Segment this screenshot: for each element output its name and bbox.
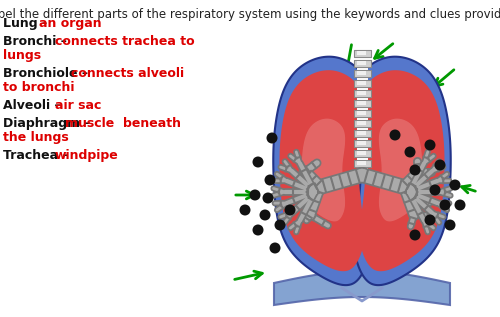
Circle shape — [430, 184, 440, 196]
Circle shape — [260, 210, 270, 221]
Bar — [357, 50, 368, 175]
Bar — [354, 70, 371, 77]
Text: Label the different parts of the respiratory system using the keywords and clues: Label the different parts of the respira… — [0, 8, 500, 21]
Text: Trachea -: Trachea - — [3, 149, 72, 162]
Circle shape — [250, 190, 260, 200]
Bar — [354, 80, 371, 87]
Circle shape — [410, 165, 420, 176]
Polygon shape — [280, 70, 364, 271]
Bar — [357, 71, 366, 75]
Bar — [354, 60, 371, 67]
Text: connects alveoli: connects alveoli — [70, 67, 184, 80]
Circle shape — [252, 224, 264, 236]
Circle shape — [262, 192, 274, 204]
Circle shape — [390, 130, 400, 140]
Circle shape — [444, 219, 456, 230]
Text: the lungs: the lungs — [3, 131, 69, 144]
Bar — [357, 121, 366, 125]
Circle shape — [454, 199, 466, 210]
Text: windpipe: windpipe — [55, 149, 119, 162]
Text: an organ: an organ — [40, 17, 102, 30]
Text: muscle  beneath: muscle beneath — [66, 117, 182, 130]
Bar — [354, 160, 371, 167]
Circle shape — [240, 204, 250, 216]
Bar — [354, 130, 371, 137]
Polygon shape — [379, 119, 422, 222]
Circle shape — [274, 219, 285, 230]
Bar — [354, 110, 371, 117]
Bar — [357, 51, 366, 55]
Text: to bronchi: to bronchi — [3, 81, 74, 94]
Text: Diaphragm –: Diaphragm – — [3, 117, 95, 130]
Circle shape — [270, 243, 280, 254]
Bar — [357, 91, 366, 95]
Bar — [357, 111, 366, 115]
Polygon shape — [274, 271, 450, 305]
Circle shape — [284, 204, 296, 216]
Circle shape — [450, 179, 460, 191]
Circle shape — [264, 174, 276, 185]
Text: Alveoli –: Alveoli – — [3, 99, 65, 112]
Bar — [357, 131, 366, 135]
Circle shape — [410, 230, 420, 241]
Circle shape — [252, 157, 264, 167]
Text: lungs: lungs — [3, 49, 41, 62]
Circle shape — [434, 159, 446, 171]
Polygon shape — [354, 57, 450, 285]
Text: Bronchiole –: Bronchiole – — [3, 67, 92, 80]
Text: connects trachea to: connects trachea to — [55, 35, 194, 48]
Bar — [354, 120, 371, 127]
Bar — [354, 150, 371, 157]
Text: air sac: air sac — [55, 99, 102, 112]
Bar — [357, 151, 366, 155]
Bar — [354, 50, 371, 57]
Bar — [357, 61, 366, 65]
Circle shape — [424, 215, 436, 225]
Bar — [354, 100, 371, 107]
Polygon shape — [274, 57, 370, 285]
Bar — [354, 140, 371, 147]
Circle shape — [424, 139, 436, 151]
Bar — [357, 161, 366, 165]
Circle shape — [266, 133, 278, 144]
Polygon shape — [302, 119, 345, 222]
Text: Lung -: Lung - — [3, 17, 51, 30]
Circle shape — [440, 199, 450, 210]
Text: Bronchi –: Bronchi – — [3, 35, 71, 48]
Bar — [357, 101, 366, 105]
Bar — [357, 141, 366, 145]
Bar — [357, 81, 366, 85]
Circle shape — [404, 146, 415, 158]
Polygon shape — [360, 70, 444, 271]
Bar — [354, 90, 371, 97]
